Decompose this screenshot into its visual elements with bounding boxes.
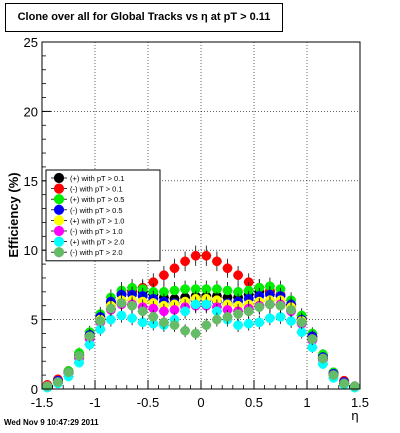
y-tick-label: 0 [31, 382, 38, 397]
data-point [180, 284, 190, 294]
data-point [116, 310, 127, 321]
legend: (+) with pT > 0.1(-) with pT > 0.1(+) wi… [45, 169, 161, 262]
legend-label: (-) with pT > 1.0 [70, 227, 123, 236]
x-axis-label: η [351, 408, 358, 423]
legend-marker [53, 225, 65, 237]
x-tick-label: 0.5 [245, 395, 263, 410]
data-point [159, 317, 169, 328]
data-point [169, 285, 180, 296]
x-tick-label: 0 [197, 395, 204, 410]
data-point [180, 306, 190, 317]
data-point [286, 305, 296, 315]
data-point [190, 299, 201, 310]
chart-title: Clone over all for Global Tracks vs η at… [5, 3, 283, 32]
grid-lines [42, 42, 360, 389]
data-point [254, 302, 265, 312]
data-point [233, 320, 243, 331]
data-point [254, 317, 265, 328]
data-point [286, 316, 296, 326]
y-tick-label: 25 [24, 35, 38, 50]
data-point [127, 300, 137, 311]
chart-title-text: Clone over all for Global Tracks vs η at… [17, 11, 271, 23]
data-point [201, 299, 212, 310]
legend-marker [53, 215, 65, 226]
data-point [222, 311, 233, 322]
data-point [137, 317, 148, 328]
data-point [339, 378, 349, 389]
y-tick-label: 5 [31, 313, 38, 328]
data-point [106, 314, 116, 325]
data-point [169, 263, 180, 274]
data-point [63, 367, 74, 378]
legend-box [45, 169, 161, 262]
data-point [127, 313, 137, 324]
legend-marker [53, 172, 65, 184]
legend-marker [53, 204, 65, 215]
data-point [201, 250, 212, 261]
legend-marker [53, 183, 65, 194]
data-point [180, 256, 190, 267]
data-point [74, 350, 84, 361]
y-axis-label: Efficiency (%) [6, 172, 21, 257]
axes: -1.5 -1 -0.5 0 0.5 1 1.5 0 5 10 15 20 25 [24, 35, 370, 410]
data-point [275, 300, 286, 311]
data-point [222, 263, 233, 274]
legend-label: (-) with pT > 0.5 [70, 206, 123, 215]
legend-label: (+) with pT > 1.0 [70, 216, 124, 225]
legend-label: (+) with pT > 0.1 [70, 174, 124, 183]
data-point [84, 331, 95, 342]
legend-label: (+) with pT > 2.0 [70, 238, 124, 247]
data-point [106, 303, 116, 314]
data-point [159, 306, 169, 317]
data-point [53, 377, 63, 387]
data-point [222, 285, 233, 296]
data-point [180, 325, 190, 336]
data-point [243, 306, 254, 317]
data-point [307, 334, 318, 344]
legend-marker [53, 194, 65, 205]
data-point [137, 306, 148, 317]
legend-marker [53, 236, 65, 247]
data-point [201, 320, 212, 331]
x-tick-label: 1 [303, 395, 310, 410]
data-point [296, 317, 307, 328]
y-tick-label: 15 [24, 174, 38, 189]
data-point [265, 313, 275, 324]
x-tick-label: -1 [89, 395, 101, 410]
series-layer [42, 245, 360, 393]
legend-label: (-) with pT > 2.0 [70, 248, 123, 257]
legend-marker [53, 247, 65, 258]
timestamp-footer: Wed Nov 9 10:47:29 2011 [4, 418, 99, 427]
data-point [116, 298, 127, 308]
legend-label: (-) with pT > 0.1 [70, 185, 123, 194]
legend-label: (+) with pT > 0.5 [70, 195, 124, 204]
data-point [318, 353, 328, 364]
data-point [190, 328, 201, 339]
data-point [159, 270, 169, 281]
data-point [275, 311, 286, 322]
data-point [328, 370, 339, 380]
y-tick-label: 10 [24, 243, 38, 258]
data-point [95, 316, 106, 326]
data-point [233, 270, 243, 281]
data-point [233, 309, 243, 319]
y-tick-label: 20 [24, 104, 38, 119]
data-point [148, 311, 159, 322]
x-tick-label: -0.5 [137, 395, 159, 410]
data-point [243, 318, 254, 329]
data-point [212, 314, 222, 325]
data-point [265, 299, 275, 310]
x-tick-label: -1.5 [31, 395, 53, 410]
x-tick-label: 1.5 [351, 395, 369, 410]
data-point [169, 320, 180, 331]
data-point [190, 250, 201, 261]
data-point [212, 256, 222, 267]
